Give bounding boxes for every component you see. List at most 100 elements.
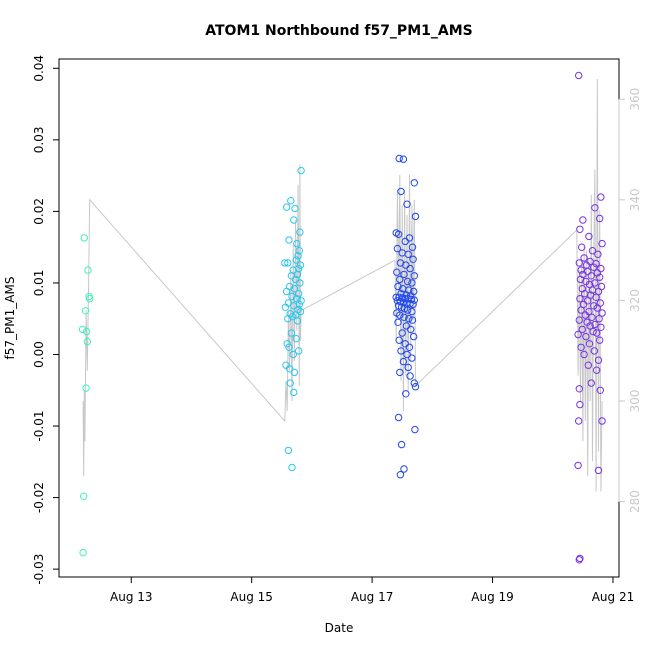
data-point	[411, 383, 420, 391]
data-point	[406, 372, 414, 380]
data-point	[590, 347, 598, 355]
data-point	[295, 247, 303, 255]
data-point	[405, 343, 414, 351]
data-point	[285, 365, 294, 373]
data-point	[396, 311, 404, 319]
series-2	[281, 166, 305, 472]
data-point	[284, 446, 293, 455]
data-point	[293, 317, 302, 325]
data-point	[593, 329, 601, 337]
data-point	[594, 356, 603, 364]
data-point	[296, 279, 304, 287]
data-point	[290, 302, 298, 310]
data-point	[294, 252, 302, 260]
data-point	[584, 297, 592, 305]
data-point	[580, 254, 588, 262]
data-point	[291, 204, 299, 213]
data-point	[574, 461, 582, 470]
data-point	[575, 316, 583, 324]
data-point	[588, 313, 596, 321]
data-point	[411, 425, 419, 434]
y-right-tick-label: 280	[628, 490, 642, 513]
secondary-trace-line	[82, 79, 603, 492]
data-point	[405, 315, 413, 323]
data-point	[83, 327, 91, 336]
data-point	[396, 368, 404, 377]
y-tick-label: 0.00	[32, 341, 46, 368]
x-tick-label: Aug 21	[592, 590, 635, 604]
data-point	[584, 267, 592, 276]
data-point	[400, 465, 408, 473]
data-point	[579, 216, 587, 224]
data-point	[594, 466, 603, 475]
data-point	[409, 255, 417, 263]
data-point	[410, 272, 418, 280]
data-point	[287, 272, 296, 280]
data-point	[284, 315, 292, 323]
y-right-tick-label: 320	[628, 289, 642, 312]
data-point	[402, 261, 410, 269]
data-point	[399, 155, 408, 163]
x-axis: Aug 13 Aug 15 Aug 17 Aug 19 Aug 21	[110, 577, 634, 604]
data-point	[590, 263, 598, 271]
data-point	[284, 259, 292, 267]
data-point	[286, 379, 294, 387]
data-point	[395, 154, 403, 163]
data-point	[282, 203, 291, 211]
data-point	[408, 243, 417, 251]
data-point	[400, 313, 408, 321]
data-point	[578, 325, 586, 334]
data-point	[79, 549, 87, 557]
data-point	[594, 250, 602, 259]
data-point	[408, 279, 416, 287]
data-point	[593, 366, 601, 374]
data-point	[290, 388, 298, 397]
data-point	[408, 316, 417, 324]
data-point	[81, 307, 90, 315]
data-point	[407, 325, 415, 334]
data-point	[593, 269, 601, 277]
data-point	[585, 340, 594, 348]
data-point	[285, 343, 293, 351]
data-point	[394, 413, 403, 422]
data-point	[83, 337, 92, 346]
data-point	[575, 385, 583, 393]
data-point	[576, 400, 584, 409]
y-axis: -0.03 -0.02 -0.01 0.00 0.01 0.02 0.03 0.04	[32, 55, 59, 585]
data-point	[290, 368, 299, 377]
data-point	[80, 492, 88, 500]
data-point	[393, 244, 402, 253]
data-point	[407, 295, 415, 304]
data-point	[410, 332, 418, 341]
plot-frame	[58, 58, 620, 578]
data-point	[395, 336, 403, 344]
data-point	[404, 363, 412, 372]
data-point	[394, 230, 403, 239]
data-point	[596, 214, 604, 223]
data-point	[577, 306, 585, 314]
data-point	[591, 279, 599, 287]
data-point	[411, 212, 420, 221]
data-point	[397, 347, 405, 355]
y-tick-label: 0.03	[32, 126, 46, 153]
data-point	[290, 216, 298, 224]
data-point	[290, 285, 299, 293]
data-point	[585, 232, 593, 241]
data-point	[576, 225, 584, 234]
data-point	[582, 332, 590, 341]
data-point	[396, 471, 405, 479]
data-point	[82, 384, 90, 392]
data-point	[584, 361, 592, 369]
data-point	[287, 329, 296, 337]
data-point	[578, 243, 586, 251]
data-point	[410, 379, 418, 387]
secondary-trace-layer	[82, 79, 603, 492]
data-point	[296, 261, 305, 269]
y-axis-label: f57_PM1_AMS	[3, 277, 17, 360]
data-point	[587, 379, 595, 387]
data-point	[281, 259, 289, 267]
x-tick-label: Aug 13	[110, 590, 153, 604]
data-point	[289, 350, 297, 359]
data-point	[576, 295, 584, 303]
data-point	[288, 463, 296, 472]
